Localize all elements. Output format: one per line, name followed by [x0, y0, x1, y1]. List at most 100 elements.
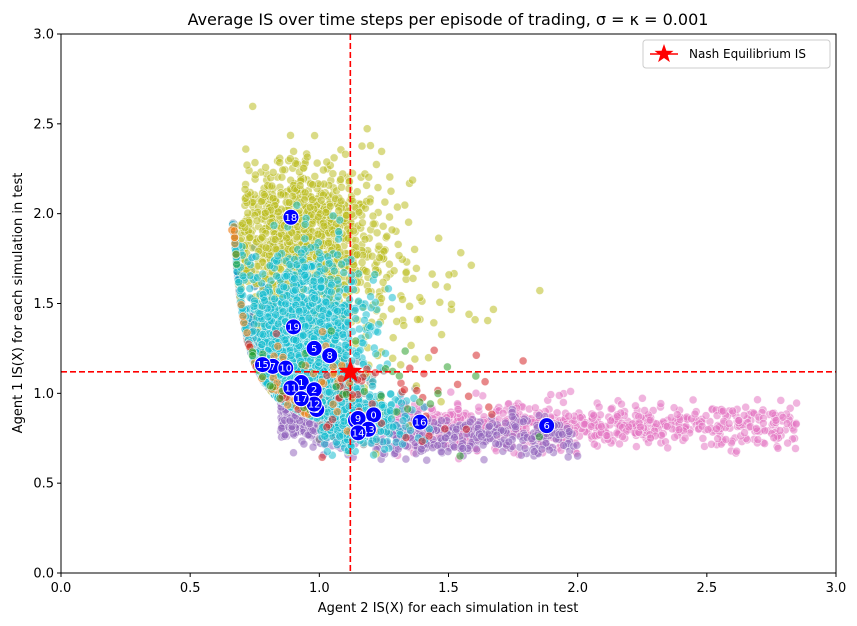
scatter-point: [759, 419, 767, 427]
scatter-point: [373, 229, 381, 237]
scatter-point: [479, 441, 487, 449]
scatter-point: [252, 253, 260, 261]
scatter-point: [358, 142, 366, 150]
scatter-point: [792, 420, 800, 428]
scatter-point: [283, 234, 291, 242]
scatter-point: [784, 439, 792, 447]
scatter-point: [262, 244, 270, 252]
scatter-point: [432, 281, 440, 289]
scatter-point: [477, 433, 485, 441]
scatter-point: [308, 196, 316, 204]
scatter-point: [664, 444, 672, 452]
scatter-point: [358, 259, 366, 267]
scatter-point: [414, 316, 422, 324]
scatter-point: [386, 173, 394, 181]
scatter-point: [246, 234, 254, 242]
scatter-point: [338, 183, 346, 191]
scatter-point: [397, 361, 405, 369]
scatter-point: [376, 254, 384, 262]
scatter-point: [505, 438, 513, 446]
scatter-point: [382, 349, 390, 357]
scatter-point: [722, 436, 730, 444]
scatter-point: [337, 176, 345, 184]
scatter-point: [636, 423, 644, 431]
scatter-point: [508, 413, 516, 421]
scatter-point: [704, 426, 712, 434]
scatter-point: [315, 249, 323, 257]
scatter-point: [372, 161, 380, 169]
scatter-point: [663, 422, 671, 430]
scatter-point: [390, 267, 398, 275]
scatter-point: [369, 220, 377, 228]
scatter-point: [379, 278, 387, 286]
scatter-point: [279, 166, 287, 174]
scatter-point: [379, 222, 387, 230]
scatter-point: [770, 434, 778, 442]
scatter-point: [531, 404, 539, 412]
scatter-point: [251, 159, 259, 167]
scatter-point: [752, 424, 760, 432]
scatter-point: [400, 321, 408, 329]
scatter-point: [378, 147, 386, 155]
scatter-point: [337, 197, 345, 205]
scatter-point: [395, 252, 403, 260]
scatter-point: [616, 440, 624, 448]
scatter-point: [278, 173, 286, 181]
scatter-point: [402, 455, 410, 463]
scatter-point: [754, 436, 762, 444]
scatter-point: [567, 387, 575, 395]
scatter-point: [754, 396, 762, 404]
scatter-point: [409, 176, 417, 184]
scatter-point: [353, 188, 361, 196]
scatter-point: [560, 441, 568, 449]
scatter-point: [320, 222, 328, 230]
scatter-point: [246, 285, 254, 293]
scatter-point: [457, 249, 465, 257]
scatter-point: [290, 449, 298, 457]
scatter-point: [714, 435, 722, 443]
scatter-point: [521, 444, 529, 452]
scatter-point: [270, 222, 278, 230]
scatter-point: [512, 423, 520, 431]
scatter-point: [329, 170, 337, 178]
scatter-point: [638, 394, 646, 402]
scatter-point: [386, 213, 394, 221]
scatter-point: [243, 161, 251, 169]
scatter-point: [306, 203, 314, 211]
scatter-point: [681, 434, 689, 442]
scatter-point: [406, 302, 414, 310]
scatter-point: [689, 396, 697, 404]
scatter-point: [443, 283, 451, 291]
scatter-point: [425, 354, 433, 362]
scatter-point: [269, 194, 277, 202]
scatter-point: [309, 181, 317, 189]
scatter-point: [314, 230, 322, 238]
scatter-point: [451, 434, 459, 442]
scatter-point: [466, 418, 474, 426]
scatter-point: [618, 400, 626, 408]
scatter-point: [374, 328, 382, 336]
scatter-point: [300, 440, 308, 448]
scatter-point: [564, 453, 572, 461]
scatter-point: [290, 147, 298, 155]
scatter-point: [363, 268, 371, 276]
scatter-point: [657, 400, 665, 408]
scatter-point: [374, 184, 382, 192]
scatter-point: [530, 448, 538, 456]
scatter-point: [394, 240, 402, 248]
scatter-point: [383, 232, 391, 240]
scatter-point: [253, 217, 261, 225]
scatter-point: [242, 145, 250, 153]
scatter-point: [519, 418, 527, 426]
scatter-point: [268, 182, 276, 190]
scatter-point: [286, 155, 294, 163]
scatter-point: [355, 208, 363, 216]
scatter-point: [416, 294, 424, 302]
scatter-point: [435, 234, 443, 242]
scatter-point: [641, 407, 649, 415]
scatter-point: [742, 403, 750, 411]
scatter-point: [393, 203, 401, 211]
scatter-point: [590, 411, 598, 419]
scatter-point: [319, 166, 327, 174]
